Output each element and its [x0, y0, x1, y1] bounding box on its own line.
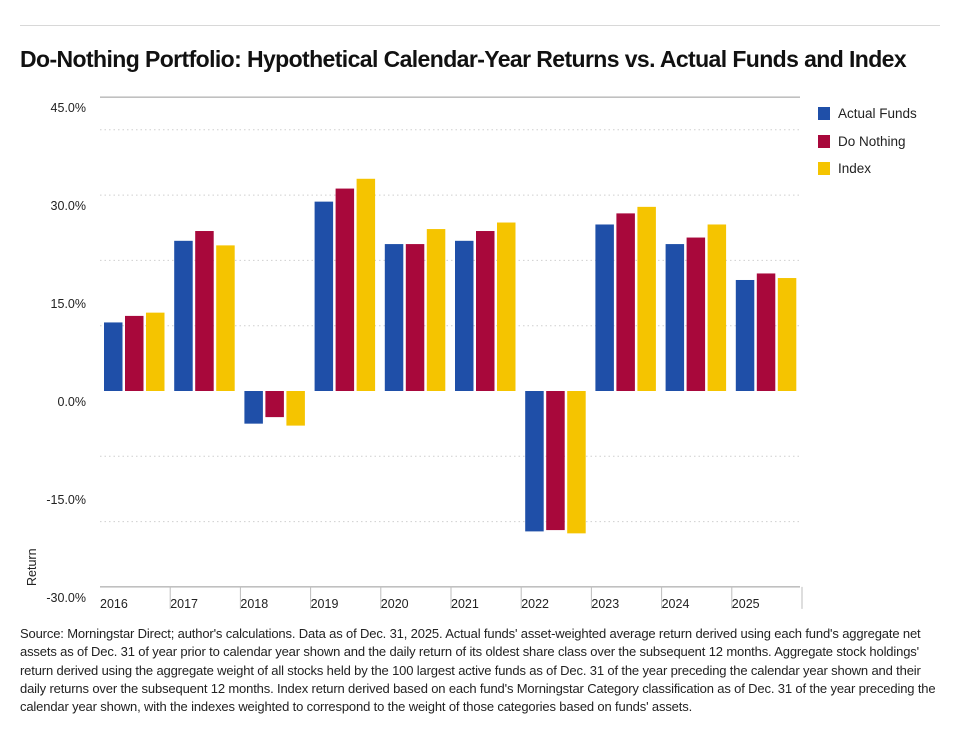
- bar-do-nothing-2021: [476, 231, 495, 391]
- bar-do-nothing-2024: [686, 237, 706, 391]
- bar-actual-funds-2022: [525, 391, 544, 532]
- bar-index-2025: [777, 278, 797, 391]
- bar-index-2017: [216, 245, 235, 391]
- x-tick-label: 2020: [381, 597, 409, 611]
- bar-index-2016: [146, 312, 165, 391]
- x-tick-label: 2016: [100, 597, 128, 611]
- bar-index-2018: [286, 391, 305, 426]
- y-tick-label: 45.0%: [51, 101, 86, 115]
- x-tick-label: 2025: [732, 597, 760, 611]
- bar-index-2021: [497, 222, 516, 391]
- legend: Actual Funds Do Nothing Index: [818, 100, 917, 183]
- bar-index-2023: [637, 206, 656, 391]
- legend-label-index: Index: [838, 161, 872, 177]
- gridlines: [100, 96, 800, 588]
- bar-actual-funds-2019: [314, 201, 334, 391]
- bar-index-2020: [426, 229, 446, 391]
- x-tick-label: 2024: [662, 597, 690, 611]
- bars: [104, 178, 797, 534]
- legend-label-actual-funds: Actual Funds: [838, 106, 917, 122]
- legend-swatch-actual-funds: [818, 107, 830, 121]
- bar-do-nothing-2023: [616, 213, 635, 391]
- bar-actual-funds-2018: [244, 391, 263, 424]
- bar-actual-funds-2017: [174, 240, 193, 391]
- bar-index-2022: [567, 391, 586, 534]
- bar-do-nothing-2022: [546, 391, 565, 531]
- legend-item-actual-funds: Actual Funds: [818, 100, 917, 128]
- y-tick-label: 0.0%: [58, 395, 87, 409]
- legend-label-do-nothing: Do Nothing: [838, 133, 906, 149]
- bar-do-nothing-2020: [405, 244, 425, 391]
- x-tick-label: 2022: [521, 597, 549, 611]
- chart-title: Do-Nothing Portfolio: Hypothetical Calen…: [20, 46, 907, 72]
- axes: 45.0% 30.0% 15.0% 0.0% -15.0% -30.0% 2016 2017 2…: [46, 101, 803, 611]
- x-tick-label: 2018: [240, 597, 268, 611]
- legend-item-index: Index: [818, 155, 917, 183]
- x-tick-label: 2017: [170, 597, 198, 611]
- bar-do-nothing-2019: [335, 188, 355, 391]
- top-divider: [20, 25, 940, 26]
- legend-swatch-index: [818, 162, 830, 176]
- legend-item-do-nothing: Do Nothing: [818, 128, 917, 156]
- bar-index-2024: [707, 224, 727, 391]
- y-tick-label: -15.0%: [46, 493, 86, 507]
- legend-swatch-do-nothing: [818, 134, 830, 148]
- bar-do-nothing-2017: [195, 231, 214, 391]
- bar-do-nothing-2016: [125, 315, 144, 391]
- y-tick-label: 15.0%: [51, 297, 86, 311]
- bar-actual-funds-2016: [104, 322, 123, 391]
- bar-actual-funds-2025: [735, 279, 755, 391]
- y-tick-label: -30.0%: [46, 591, 86, 605]
- bar-actual-funds-2023: [595, 224, 614, 391]
- y-tick-label: 30.0%: [51, 199, 86, 213]
- x-tick-label: 2023: [591, 597, 619, 611]
- bar-actual-funds-2020: [384, 244, 404, 391]
- source-note: Source: Morningstar Direct; author's cal…: [20, 626, 936, 715]
- x-tick-label: 2019: [311, 597, 339, 611]
- y-axis-title: Return: [25, 548, 39, 586]
- bar-do-nothing-2018: [265, 391, 284, 418]
- bar-index-2019: [356, 178, 376, 391]
- bar-actual-funds-2024: [665, 244, 685, 391]
- bar-do-nothing-2025: [756, 273, 776, 391]
- x-tick-label: 2021: [451, 597, 479, 611]
- bar-actual-funds-2021: [455, 240, 474, 391]
